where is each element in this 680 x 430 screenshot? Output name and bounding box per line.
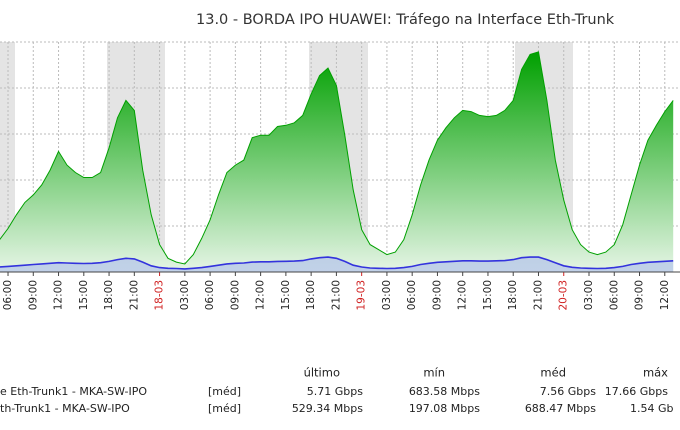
x-tick-label: 12:00 bbox=[255, 280, 267, 310]
legend-stat: 17.66 Gbps bbox=[605, 385, 668, 398]
legend-stat: 529.34 Mbps bbox=[292, 402, 363, 415]
legend-stat: 1.54 Gb bbox=[630, 402, 674, 415]
legend-stat: 688.47 Mbps bbox=[525, 402, 596, 415]
x-tick-label: 12:00 bbox=[53, 280, 65, 310]
series-line bbox=[0, 51, 674, 265]
x-tick-label: 06:00 bbox=[2, 280, 14, 310]
series-line bbox=[0, 256, 674, 270]
shaded-period bbox=[0, 42, 15, 272]
legend-header: mín bbox=[423, 366, 445, 380]
x-tick-label: 18:00 bbox=[507, 280, 519, 310]
legend-header: méd bbox=[540, 366, 566, 380]
x-tick-label: 09:00 bbox=[634, 280, 646, 310]
legend-name: e Eth-Trunk1 - MKA-SW-IPO bbox=[0, 385, 147, 398]
x-tick-label: 19-03 bbox=[356, 280, 368, 311]
legend-header: máx bbox=[643, 366, 668, 380]
x-tick-label: 21:00 bbox=[330, 280, 342, 310]
x-tick-label: 03:00 bbox=[583, 280, 595, 310]
x-tick-label: 20-03 bbox=[558, 280, 570, 311]
x-tick-label: 06:00 bbox=[204, 280, 216, 310]
area-fill bbox=[0, 51, 674, 272]
legend-stat: 5.71 Gbps bbox=[307, 385, 363, 398]
x-tick-label: 09:00 bbox=[229, 280, 241, 310]
legend-stat: 683.58 Mbps bbox=[409, 385, 480, 398]
x-tick-label: 09:00 bbox=[27, 280, 39, 310]
x-tick-label: 03:00 bbox=[381, 280, 393, 310]
x-tick-label: 09:00 bbox=[431, 280, 443, 310]
x-tick-label: 15:00 bbox=[78, 280, 90, 310]
x-tick-label: 06:00 bbox=[608, 280, 620, 310]
x-tick-label: 18:00 bbox=[305, 280, 317, 310]
x-tick-label: 06:00 bbox=[406, 280, 418, 310]
x-tick-label: 12:00 bbox=[659, 280, 671, 310]
x-tick-label: 03:00 bbox=[179, 280, 191, 310]
x-tick-label: 12:00 bbox=[457, 280, 469, 310]
chart-title: 13.0 - BORDA IPO HUAWEI: Tráfego na Inte… bbox=[196, 12, 615, 28]
x-tick-label: 18-03 bbox=[154, 280, 166, 311]
legend-stat: 7.56 Gbps bbox=[540, 385, 596, 398]
x-tick-label: 21:00 bbox=[128, 280, 140, 310]
x-tick-label: 21:00 bbox=[532, 280, 544, 310]
x-tick-label: 15:00 bbox=[482, 280, 494, 310]
legend-stat: 197.08 Mbps bbox=[409, 402, 480, 415]
x-tick-label: 18:00 bbox=[103, 280, 115, 310]
legend-function: [méd] bbox=[208, 385, 241, 398]
x-tick-label: 15:00 bbox=[280, 280, 292, 310]
legend-header: último bbox=[304, 366, 340, 380]
legend-function: [méd] bbox=[208, 402, 241, 415]
legend-name: th-Trunk1 - MKA-SW-IPO bbox=[0, 402, 130, 415]
